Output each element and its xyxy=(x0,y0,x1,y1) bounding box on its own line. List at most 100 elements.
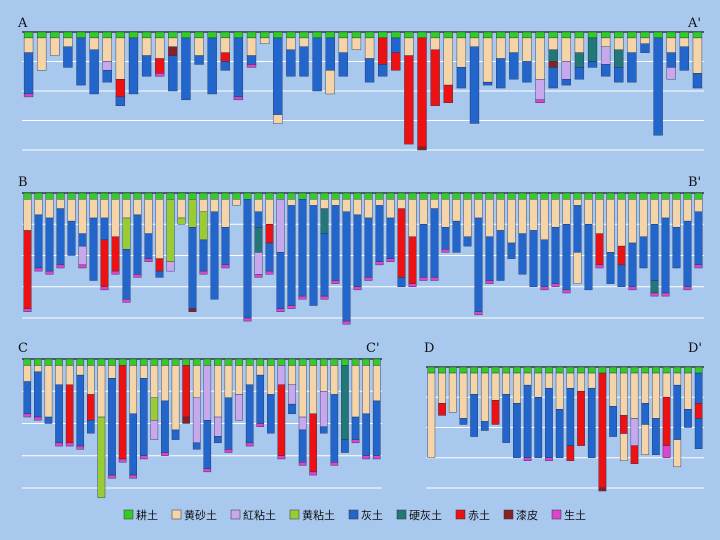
layer-segment xyxy=(122,299,131,303)
layer-segment xyxy=(617,192,626,200)
layer-segment xyxy=(287,205,296,306)
layer-segment xyxy=(641,366,650,374)
legend-label: 灰土 xyxy=(361,508,383,522)
layer-segment xyxy=(188,227,197,309)
layer-segment xyxy=(456,31,467,39)
bore-column xyxy=(320,192,329,300)
layer-segment xyxy=(287,192,296,200)
bore-column xyxy=(587,31,598,68)
layer-segment xyxy=(287,305,296,309)
layer-segment xyxy=(171,429,180,440)
layer-segment xyxy=(364,31,375,39)
layer-segment xyxy=(509,37,519,53)
layer-segment xyxy=(108,365,116,379)
layer-segment xyxy=(161,400,169,453)
layer-segment xyxy=(509,31,519,39)
layer-segment xyxy=(338,31,348,39)
layer-segment xyxy=(619,415,628,434)
layer-segment xyxy=(653,31,663,39)
layer-segment xyxy=(342,199,351,212)
layer-segment xyxy=(265,192,274,200)
layer-segment xyxy=(309,413,317,473)
section-end-label: B' xyxy=(688,175,701,190)
layer-segment xyxy=(482,37,493,83)
layer-segment xyxy=(181,31,191,39)
layer-segment xyxy=(372,365,381,402)
layer-segment xyxy=(133,214,142,275)
layer-segment xyxy=(573,205,582,253)
bore-column xyxy=(256,358,265,427)
layer-segment xyxy=(463,192,472,200)
layer-segment xyxy=(606,199,615,253)
layer-segment xyxy=(338,37,348,53)
layer-segment xyxy=(351,439,360,444)
layer-segment xyxy=(265,224,274,244)
layer-segment xyxy=(534,372,543,398)
layer-segment xyxy=(502,366,511,374)
layer-segment xyxy=(102,37,112,62)
layer-segment xyxy=(459,418,468,425)
legend-label: 赤土 xyxy=(468,509,490,522)
layer-segment xyxy=(485,280,494,284)
layer-segment xyxy=(210,199,219,212)
layer-segment xyxy=(672,199,681,228)
layer-segment xyxy=(587,366,596,374)
layer-segment xyxy=(391,31,401,39)
bore-column xyxy=(386,192,395,262)
layer-segment xyxy=(540,199,549,241)
layer-segment xyxy=(298,429,307,463)
bore-column xyxy=(177,192,186,225)
bore-column xyxy=(319,358,328,434)
layer-segment xyxy=(276,252,285,309)
section-panel: A A' xyxy=(17,16,704,151)
layer-segment xyxy=(245,365,254,386)
layer-segment xyxy=(55,384,63,444)
layer-segment xyxy=(188,199,197,228)
layer-segment xyxy=(254,192,263,200)
bore-column xyxy=(155,31,165,77)
bore-column xyxy=(78,192,87,269)
layer-segment xyxy=(577,366,585,374)
layer-segment xyxy=(235,358,243,366)
layer-segment xyxy=(288,403,296,415)
layer-segment xyxy=(351,365,360,418)
layer-segment xyxy=(600,46,611,65)
layer-segment xyxy=(45,192,54,200)
layer-segment xyxy=(259,37,270,45)
layer-segment xyxy=(342,192,351,200)
layer-segment xyxy=(192,365,201,398)
bore-column xyxy=(108,358,116,479)
layer-segment xyxy=(574,31,585,39)
layer-segment xyxy=(551,192,560,200)
layer-segment xyxy=(551,199,560,228)
layer-segment xyxy=(78,199,87,234)
layer-segment xyxy=(507,242,516,259)
layer-segment xyxy=(210,211,219,300)
layer-segment xyxy=(89,37,99,50)
layer-segment xyxy=(617,245,626,266)
bore-column xyxy=(641,366,650,455)
layer-segment xyxy=(694,264,703,269)
bore-column xyxy=(34,358,42,421)
layer-segment xyxy=(609,366,617,374)
bore-column xyxy=(577,366,585,446)
layer-segment xyxy=(573,199,582,206)
layer-segment xyxy=(115,31,126,39)
layer-segment xyxy=(166,192,175,200)
layer-segment xyxy=(254,211,263,228)
layer-segment xyxy=(353,199,362,216)
bore-column xyxy=(513,366,521,458)
bore-column xyxy=(341,358,349,453)
layer-segment xyxy=(351,416,360,440)
bore-column xyxy=(491,366,500,425)
section-start-label: B xyxy=(18,175,28,190)
layer-segment xyxy=(207,31,217,39)
layer-segment xyxy=(617,199,626,247)
bore-column xyxy=(351,31,362,50)
legend-label: 生土 xyxy=(564,508,586,522)
layer-segment xyxy=(100,286,109,291)
bore-column xyxy=(443,31,453,103)
layer-segment xyxy=(587,37,598,62)
bore-column xyxy=(397,192,406,287)
layer-segment xyxy=(518,192,527,200)
